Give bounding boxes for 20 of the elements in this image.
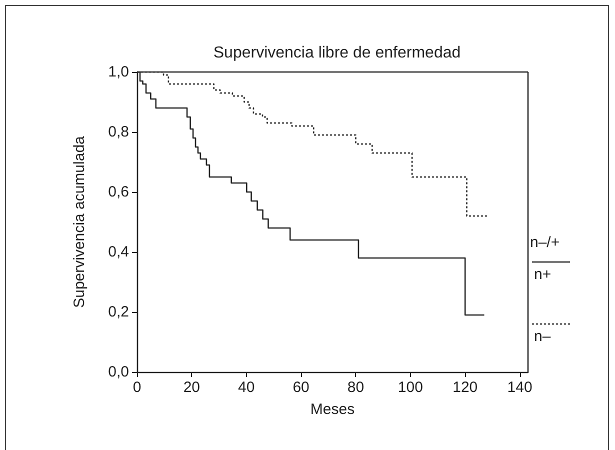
y-axis-title: Supervivencia acumulada [71,135,88,308]
legend-label: n+ [534,266,552,283]
x-axis-title: Meses [310,401,355,418]
y-tick-label: 0,6 [108,184,129,200]
x-tick-label: 0 [132,379,142,396]
x-tick-label: 20 [183,379,200,396]
legend-title: n–/+ [530,234,560,251]
x-tick-label: 120 [452,379,478,396]
x-tick-label: 40 [238,379,255,396]
y-tick-label: 0,0 [108,364,129,380]
x-tick-label: 140 [507,379,532,396]
x-tick-label: 80 [347,379,364,396]
y-tick-label: 1,0 [108,64,129,80]
y-tick-label: 0,8 [108,124,129,140]
y-tick-label: 0,2 [108,304,129,320]
x-tick-label: 60 [292,379,310,396]
x-tick-label: 100 [398,379,423,396]
y-tick-label: 0,4 [108,244,129,260]
legend-label: n– [534,328,552,345]
chart-title: Supervivencia libre de enfermedad [213,44,461,62]
